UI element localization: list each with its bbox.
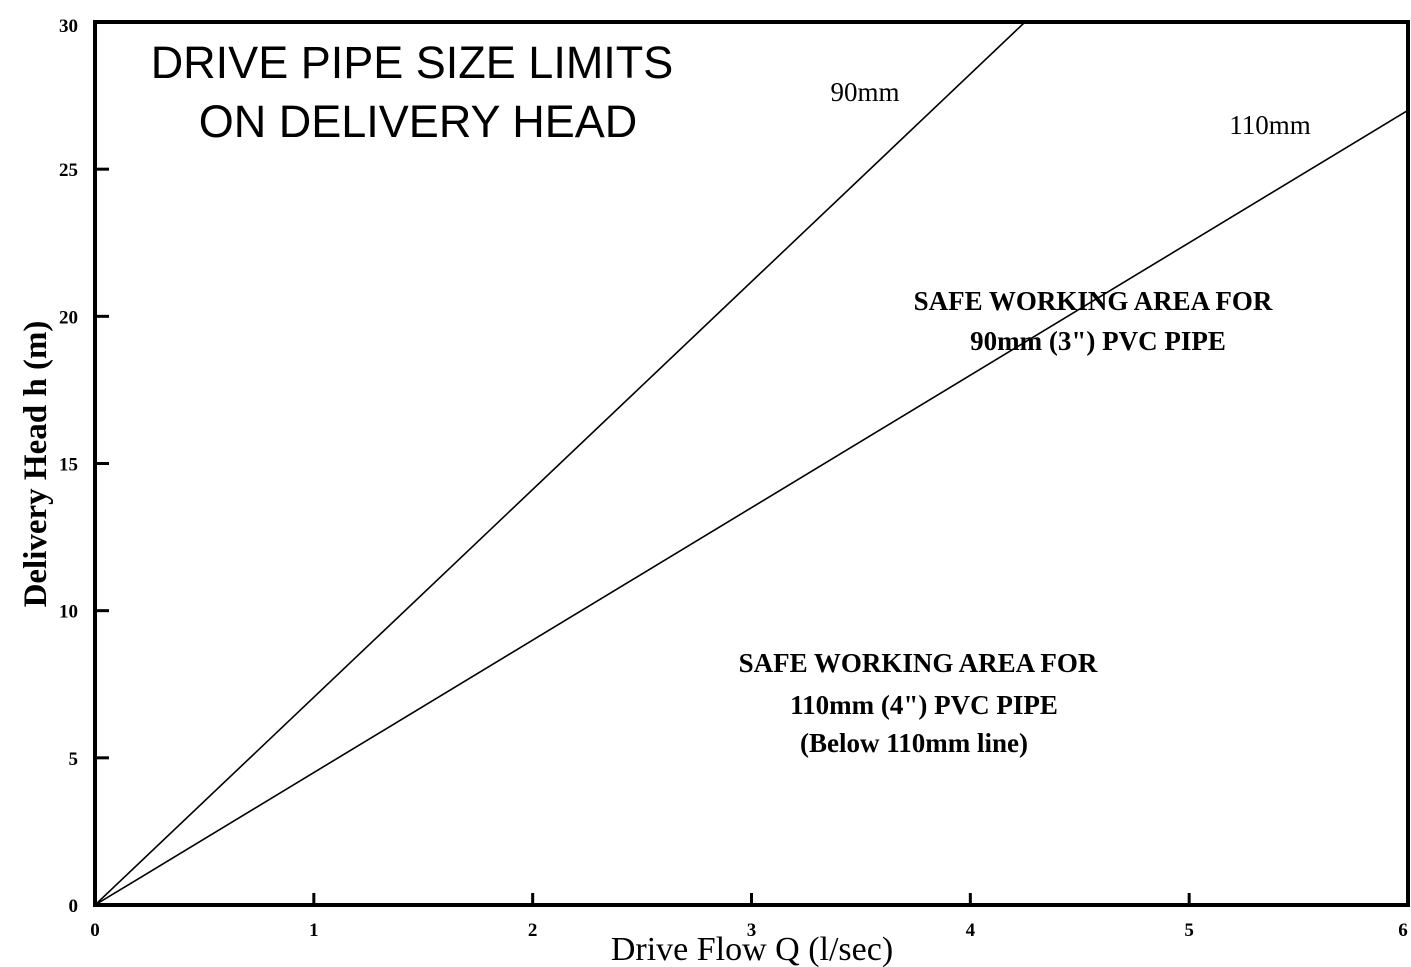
series-label-90mm: 90mm <box>830 77 899 107</box>
y-tick-label: 15 <box>59 455 78 476</box>
y-tick-label: 30 <box>59 16 78 37</box>
series-line-110mm <box>94 109 1409 906</box>
y-tick-label: 25 <box>59 160 78 181</box>
annotation-90mm-line-1: SAFE WORKING AREA FOR <box>914 286 1273 316</box>
x-tick-label: 4 <box>966 920 976 941</box>
x-axis-label: Drive Flow Q (l/sec) <box>611 931 893 967</box>
annotation-110mm-line-3: (Below 110mm line) <box>800 728 1028 758</box>
x-tick-label: 2 <box>528 920 538 941</box>
y-tick-label: 0 <box>69 896 79 917</box>
plot-frame <box>93 20 1410 907</box>
chart-title-line-1: DRIVE PIPE SIZE LIMITS <box>151 37 674 88</box>
series-line-90mm <box>94 21 1026 906</box>
annotation-90mm-line-2: 90mm (3") PVC PIPE <box>970 326 1226 356</box>
chart-title-line-2: ON DELIVERY HEAD <box>199 96 638 147</box>
series-lines <box>94 21 1409 906</box>
annotation-110mm-line-2: 110mm (4") PVC PIPE <box>790 690 1058 720</box>
y-axis-label: Delivery Head h (m) <box>18 321 54 608</box>
x-tick-label: 0 <box>90 920 100 941</box>
x-tick-label: 3 <box>747 920 757 941</box>
x-tick-label: 5 <box>1184 920 1194 941</box>
x-tick-label: 1 <box>309 920 319 941</box>
axis-ticks: 0 1 2 3 4 5 6 0 5 10 15 20 25 30 <box>59 16 1408 941</box>
annotation-110mm-line-1: SAFE WORKING AREA FOR <box>739 648 1098 678</box>
y-tick-label: 20 <box>59 307 78 328</box>
x-tick-label: 6 <box>1398 920 1408 941</box>
series-label-110mm: 110mm <box>1229 110 1311 140</box>
y-tick-label: 5 <box>69 749 79 770</box>
y-tick-label: 10 <box>59 602 78 623</box>
